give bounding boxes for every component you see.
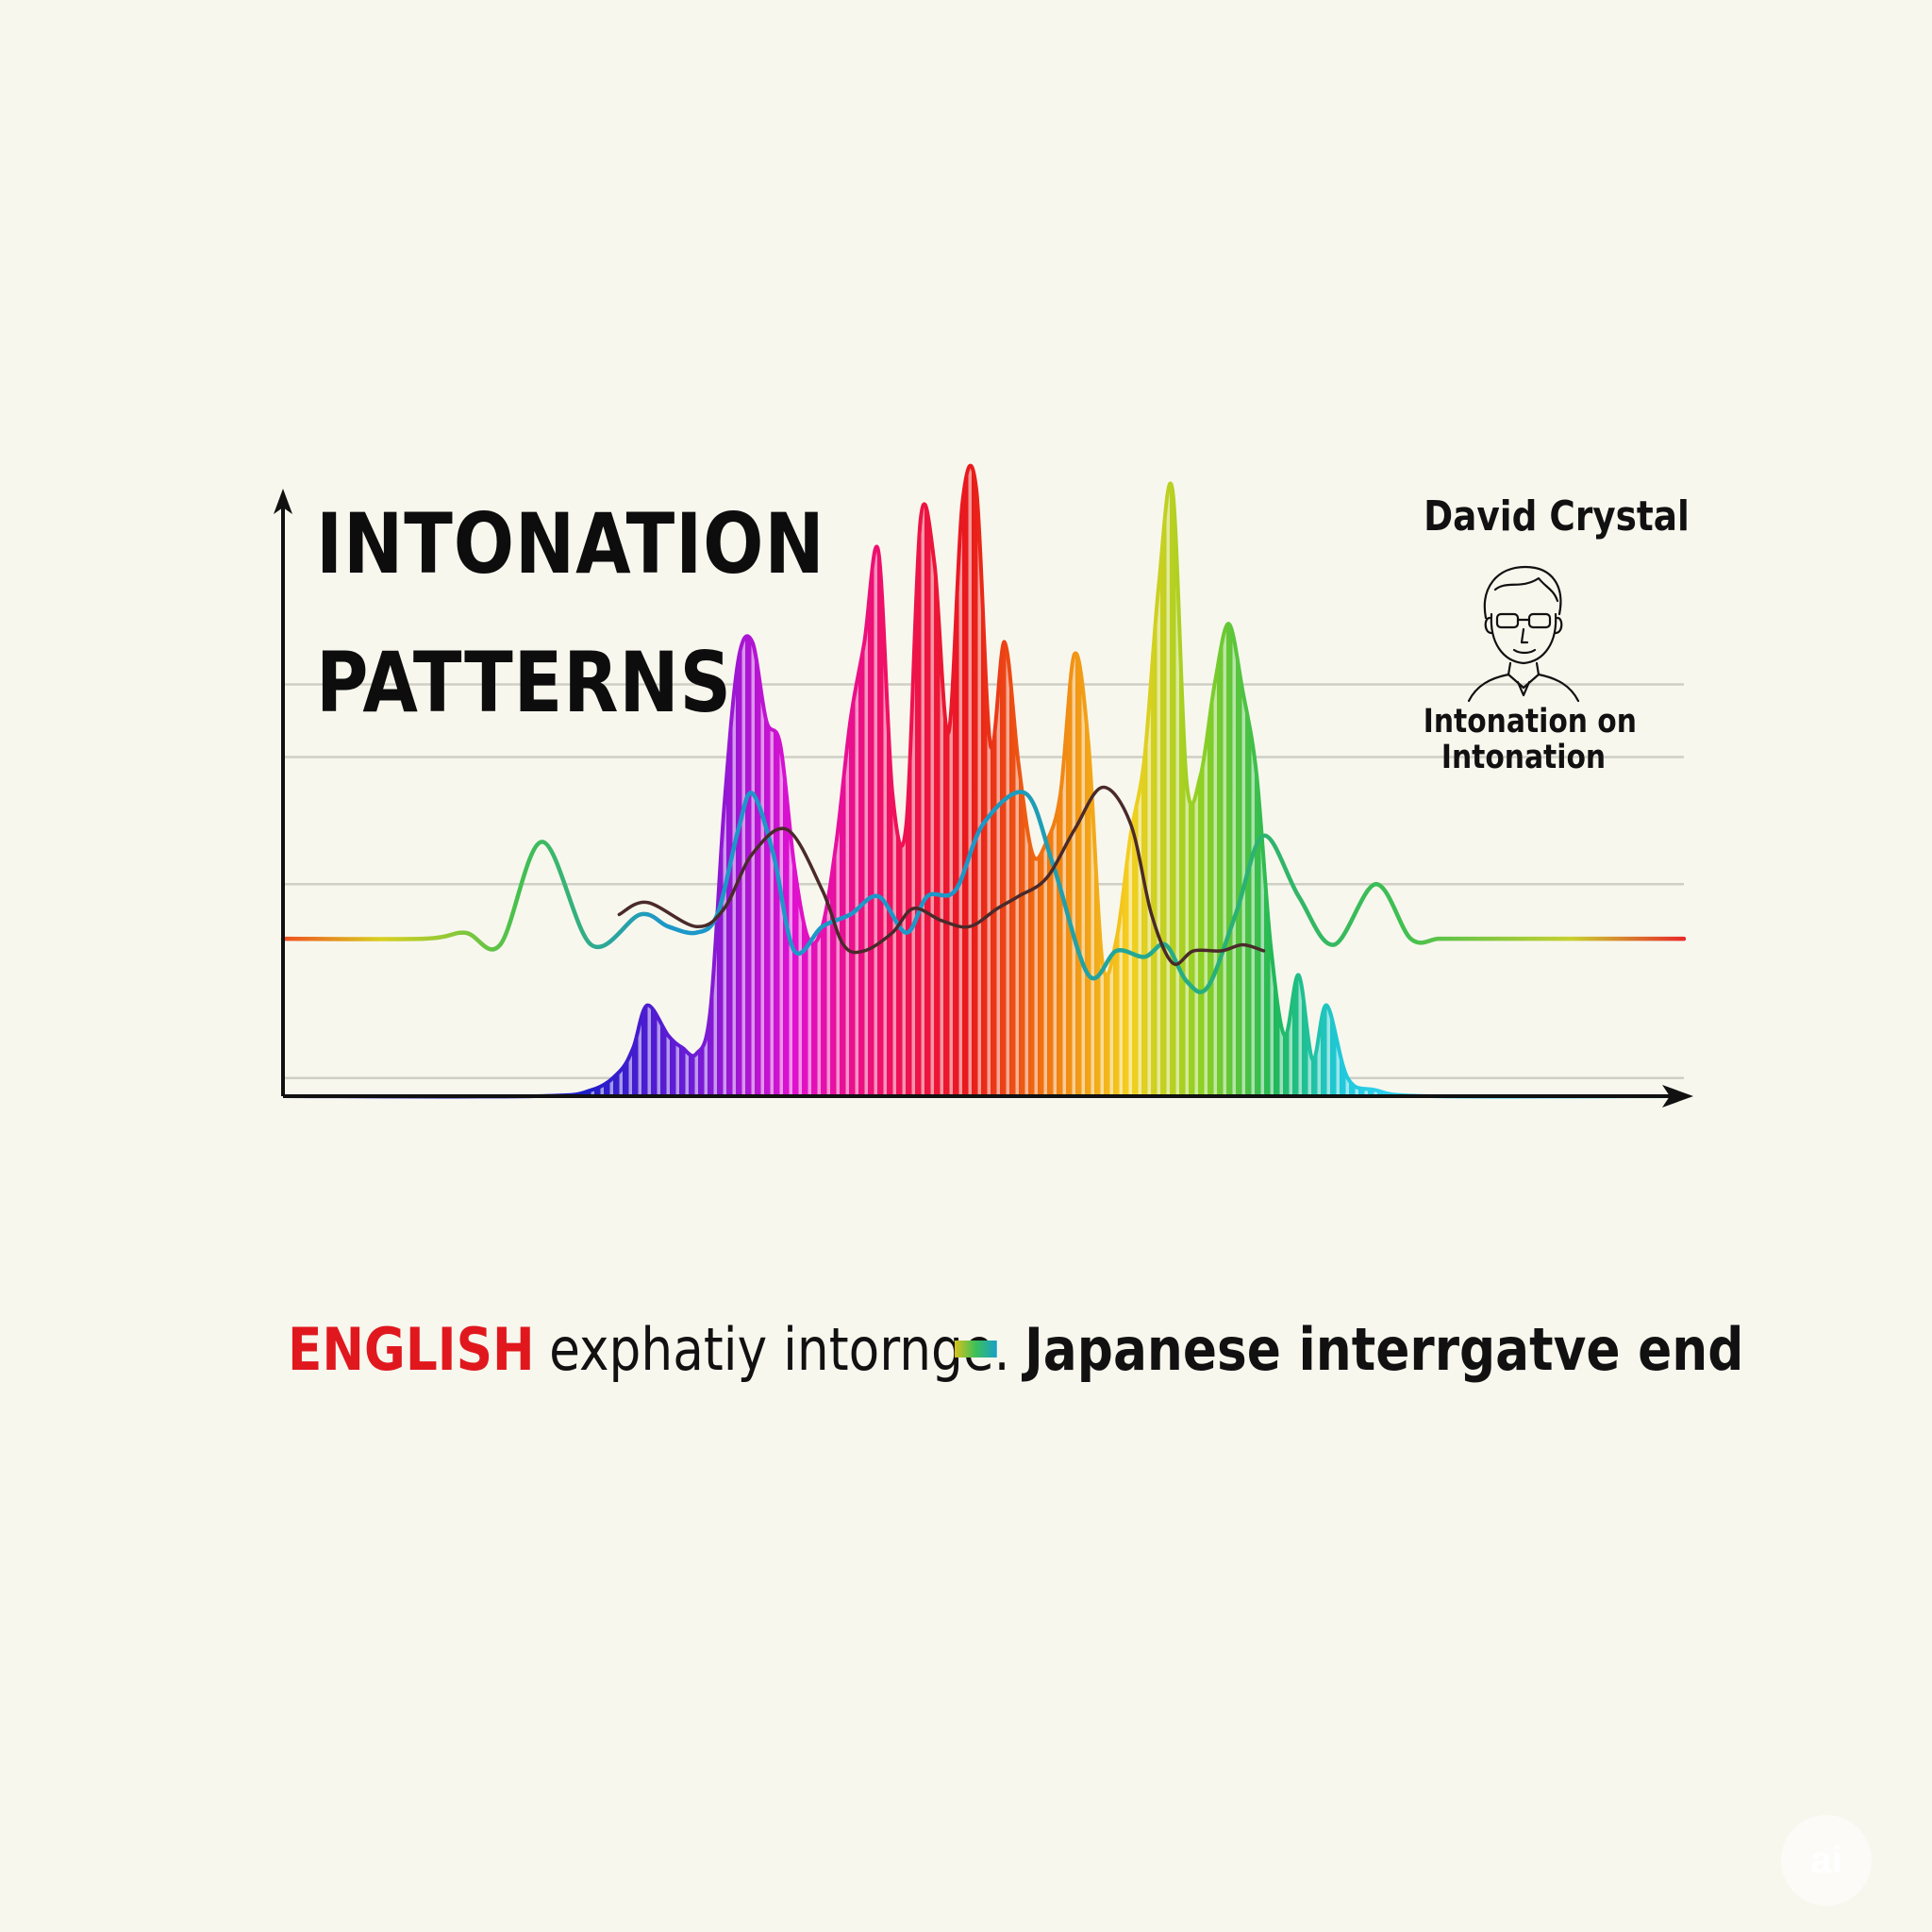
x-axis-arrow-icon (1662, 1085, 1693, 1108)
book-title-line-2: Intonation (1441, 739, 1607, 776)
japanese-series (280, 790, 1687, 994)
gradient-swatch-icon (955, 1341, 997, 1357)
chart-axes (274, 489, 1693, 1108)
japanese-line (280, 790, 1687, 994)
portrait-sketch-icon (1467, 565, 1580, 703)
author-name: David Crystal (1424, 492, 1690, 541)
chart-title-line-2: PATTERNS (316, 634, 732, 731)
legend-english-keyword: ENGLISH (288, 1314, 535, 1384)
chart-title-line-1: INTONATION (316, 495, 825, 592)
legend-english-text: exphatiy intornge. (549, 1314, 1010, 1384)
legend-japanese-text: Japanese interrgatve end (1024, 1314, 1744, 1384)
book-title-line-1: Intonation on (1423, 703, 1637, 741)
english-series (282, 463, 1685, 1099)
y-axis-arrow-icon (274, 489, 292, 514)
dark-pitch-series (617, 785, 1266, 966)
legend-item-english: ENGLISH exphatiy intornge. (288, 1307, 1010, 1391)
english-area-outline (282, 463, 1685, 1099)
watermark-badge: ai (1781, 1815, 1872, 1906)
legend-item-japanese: Japanese interrgatve end (955, 1307, 1743, 1391)
dark-pitch-line (617, 785, 1266, 966)
english-area-stripes (283, 465, 1684, 1097)
